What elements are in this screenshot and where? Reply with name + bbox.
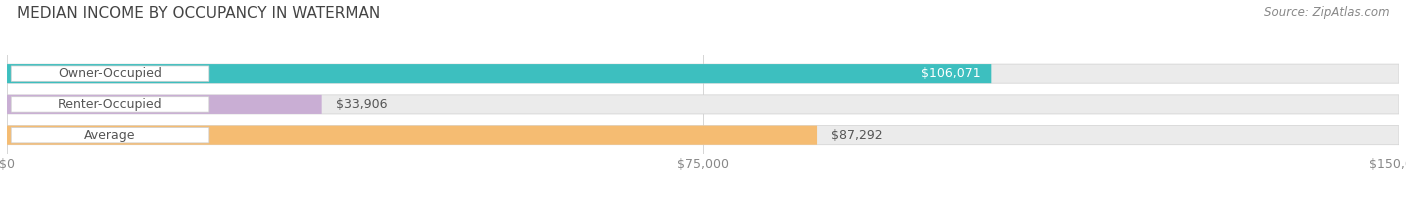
FancyBboxPatch shape bbox=[7, 126, 817, 145]
Text: $33,906: $33,906 bbox=[336, 98, 387, 111]
FancyBboxPatch shape bbox=[7, 95, 322, 114]
FancyBboxPatch shape bbox=[7, 95, 1399, 114]
Text: Owner-Occupied: Owner-Occupied bbox=[58, 67, 162, 80]
FancyBboxPatch shape bbox=[7, 64, 991, 83]
FancyBboxPatch shape bbox=[7, 126, 1399, 145]
Text: MEDIAN INCOME BY OCCUPANCY IN WATERMAN: MEDIAN INCOME BY OCCUPANCY IN WATERMAN bbox=[17, 6, 380, 21]
Text: $87,292: $87,292 bbox=[831, 129, 883, 142]
FancyBboxPatch shape bbox=[11, 127, 209, 143]
Text: Source: ZipAtlas.com: Source: ZipAtlas.com bbox=[1264, 6, 1389, 19]
FancyBboxPatch shape bbox=[11, 66, 209, 81]
Text: Average: Average bbox=[84, 129, 136, 142]
Text: $106,071: $106,071 bbox=[921, 67, 980, 80]
FancyBboxPatch shape bbox=[11, 97, 209, 112]
Text: Renter-Occupied: Renter-Occupied bbox=[58, 98, 162, 111]
FancyBboxPatch shape bbox=[7, 64, 1399, 83]
